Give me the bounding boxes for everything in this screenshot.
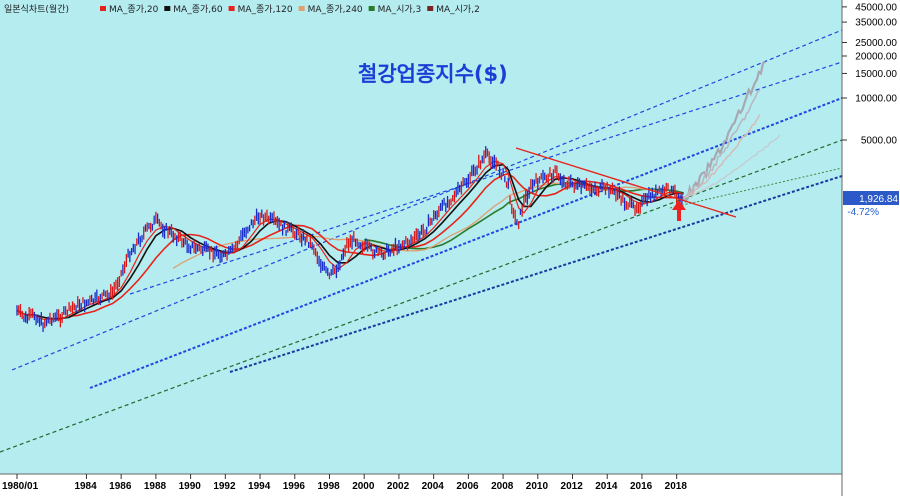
x-tick-label: 2006 xyxy=(456,481,479,492)
price-label: 일본식차트(월간) xyxy=(4,3,69,15)
trend-channel-line xyxy=(669,167,843,209)
legend-entry: MA_종가,120 xyxy=(238,4,293,15)
projection-line xyxy=(682,61,766,204)
legend-entry: MA_시가,2 xyxy=(436,4,480,15)
last-change: -4.72% xyxy=(847,207,879,218)
x-tick-label: 1992 xyxy=(213,481,236,492)
arrow-shaft xyxy=(677,209,681,221)
x-tick-label: 2014 xyxy=(595,481,618,492)
legend-swatch xyxy=(427,6,434,11)
arrow-icon xyxy=(672,200,686,210)
trend-channel-line xyxy=(89,97,843,389)
x-tick-label: 2002 xyxy=(387,481,410,492)
y-tick-label: 45000.00 xyxy=(855,2,897,13)
legend-entry: MA_종가,240 xyxy=(308,4,363,15)
x-tick-label: 2010 xyxy=(526,481,549,492)
right-axis-background xyxy=(842,0,900,496)
x-tick-label: 2016 xyxy=(630,481,653,492)
y-axis: 45000.00 35000.00 25000.00 20000.00 15000.00… xyxy=(842,2,898,147)
resistance-line xyxy=(515,147,737,218)
chart-title: 철강업종지수($) xyxy=(358,62,508,86)
x-tick-label: 1988 xyxy=(144,481,167,492)
x-tick-label: 1986 xyxy=(109,481,132,492)
legend-swatch xyxy=(298,6,305,11)
x-tick-label: 1990 xyxy=(179,481,202,492)
x-tick-label: 1984 xyxy=(74,481,97,492)
x-axis: 1980/01 1984 1986 1988 1990 1992 1994 1996 1998 2… xyxy=(2,474,687,492)
legend-swatch xyxy=(228,6,235,11)
last-value: 1,926.84 xyxy=(859,194,898,205)
y-tick-label: 10000.00 xyxy=(855,94,897,105)
x-tick-label: 2012 xyxy=(561,481,584,492)
trend-channel-line xyxy=(129,61,843,295)
price-candles xyxy=(16,146,683,332)
y-tick-label: 5000.00 xyxy=(861,136,898,147)
x-tick-label: 1998 xyxy=(317,481,340,492)
legend: MA_종가,20 MA_종가,60 MA_종가,120 MA_종가,240 MA_시가,… xyxy=(100,4,480,15)
y-tick-label: 15000.00 xyxy=(855,69,897,80)
projection-line xyxy=(683,114,761,199)
trend-channel-line xyxy=(11,29,843,371)
x-tick-label: 2008 xyxy=(491,481,514,492)
x-tick-label: 1980/01 xyxy=(2,481,39,492)
y-tick-label: 25000.00 xyxy=(855,38,897,49)
legend-swatch xyxy=(368,6,375,11)
legend-swatch xyxy=(164,6,171,11)
trend-channel-lines xyxy=(0,29,843,453)
y-tick-label: 20000.00 xyxy=(855,52,897,63)
legend-entry: MA_종가,20 xyxy=(109,4,159,15)
x-tick-label: 2000 xyxy=(352,481,375,492)
projection-lines xyxy=(682,61,781,204)
trend-channel-line xyxy=(0,139,843,453)
trend-channel-line xyxy=(229,175,843,373)
legend-entry: MA_종가,60 xyxy=(173,4,223,15)
bottom-axis-background xyxy=(0,474,842,496)
x-tick-label: 1994 xyxy=(248,481,271,492)
annotations xyxy=(515,147,737,221)
y-tick-label: 35000.00 xyxy=(855,18,897,29)
legend-swatch xyxy=(100,6,106,11)
x-tick-label: 2018 xyxy=(665,481,688,492)
legend-entry: MA_시가,3 xyxy=(378,4,422,15)
x-tick-label: 1996 xyxy=(283,481,306,492)
projection-line xyxy=(683,89,761,199)
last-value-badge xyxy=(843,191,899,205)
projection-line xyxy=(683,134,781,199)
x-tick-label: 2004 xyxy=(422,481,445,492)
